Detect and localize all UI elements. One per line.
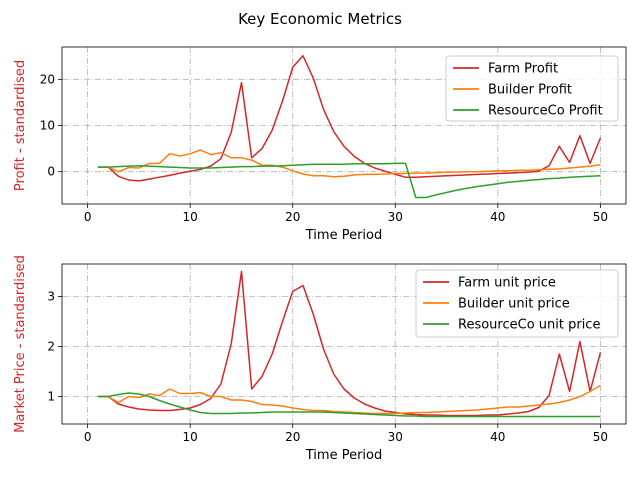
x-tick-label: 20 [285, 430, 300, 444]
x-tick-label: 50 [593, 210, 608, 224]
series-line-builder [97, 149, 601, 178]
legend-box [445, 55, 619, 122]
series-line-resourceco [97, 392, 601, 418]
y-tick-label: 1 [47, 390, 55, 404]
x-tick-label: 40 [490, 210, 505, 224]
x-tick-label: 0 [84, 210, 92, 224]
series-line-resourceco [97, 162, 601, 199]
y-tick-label: 0 [47, 165, 55, 179]
x-tick-label: 10 [183, 210, 198, 224]
axes-frame [61, 263, 627, 425]
series-line-builder [97, 384, 601, 415]
legend-label: ResourceCo Profit [488, 104, 603, 119]
figure-title: Key Economic Metrics [238, 10, 402, 28]
y-tick-label: 2 [47, 340, 55, 354]
x-tick-label: 10 [183, 430, 198, 444]
x-tick-label: 0 [84, 430, 92, 444]
legend-label: Builder unit price [458, 297, 570, 312]
legend-label: Builder Profit [488, 83, 572, 98]
x-tick-label: 30 [388, 210, 403, 224]
profit-chart: 0 10 20 30 40 50 0 10 20 Time Period Profit - stan… [13, 46, 627, 243]
x-tick-label: 30 [388, 430, 403, 444]
y-axis-label: Market Price - standardised [13, 255, 28, 433]
x-axis-label: Time Period [305, 448, 382, 463]
x-tick-label: 20 [285, 210, 300, 224]
legend-label: Farm unit price [458, 276, 556, 291]
x-tick-label: 40 [490, 430, 505, 444]
legend-box [415, 269, 619, 338]
legend-label: ResourceCo unit price [458, 318, 600, 333]
series-line-farm [97, 55, 602, 182]
y-tick-label: 3 [47, 290, 55, 304]
x-tick-label: 50 [593, 430, 608, 444]
y-axis-label: Profit - standardised [13, 60, 28, 191]
legend-label: Farm Profit [488, 62, 558, 77]
series-line-farm [97, 270, 602, 417]
x-axis-label: Time Period [305, 228, 382, 243]
price-chart: 0 10 20 30 40 50 1 2 3 Time Period Market Price - … [13, 255, 627, 463]
y-tick-label: 10 [40, 119, 55, 133]
y-tick-label: 20 [40, 72, 55, 86]
